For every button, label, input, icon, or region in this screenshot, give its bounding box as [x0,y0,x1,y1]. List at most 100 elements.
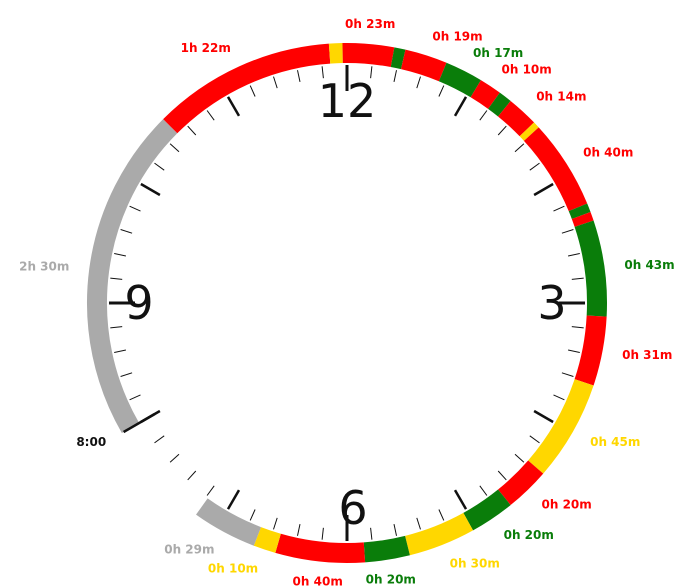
minute-tick [114,349,127,353]
minute-tick [129,394,141,401]
segment-label-23: 0h 29m [164,543,214,557]
minute-tick [529,162,540,171]
segment-red-7 [470,80,500,109]
start-time-marker [122,412,156,434]
segment-red-5 [400,49,447,82]
minute-tick [567,253,580,257]
segment-label-20: 0h 20m [366,573,416,586]
segment-label-6: 0h 17m [473,46,523,60]
segment-green-20 [363,535,410,563]
minute-tick [154,435,165,444]
minute-tick [370,66,373,79]
minute-tick [297,70,301,83]
minute-tick [110,326,123,329]
hour-number-6: 6 [338,481,367,535]
segment-label-21: 0h 40m [293,575,343,586]
ticks-layer [109,65,585,541]
minute-tick [120,372,133,377]
hour-tick [533,409,554,424]
segment-yellow-16 [528,379,594,474]
segment-yellow-10 [519,122,539,141]
minute-tick [571,277,584,280]
segment-green-18 [463,489,511,531]
segment-green-12 [568,203,591,219]
segment-red-1 [163,43,331,134]
minute-tick [497,125,507,136]
minute-tick [393,70,397,83]
minute-tick [416,76,421,89]
minute-tick [529,435,540,444]
minute-tick [321,527,324,540]
minute-tick [187,125,197,136]
segment-label-1: 1h 22m [181,41,231,55]
minute-tick [514,143,525,153]
segment-label-14: 0h 43m [624,258,674,272]
segment-yellow-2 [328,43,343,64]
hour-number-3: 3 [537,276,566,330]
minute-tick [416,517,421,530]
minute-tick [273,517,278,530]
segment-yellow-19 [404,512,474,556]
minute-tick [561,229,574,234]
minute-tick [571,326,584,329]
segment-green-8 [488,92,511,117]
minute-tick [110,277,123,280]
segment-red-13 [571,211,594,227]
minute-tick [514,453,525,463]
segment-label-18: 0h 20m [504,528,554,542]
hour-tick [533,182,554,197]
minute-tick [169,453,180,463]
segment-red-9 [497,100,535,137]
minute-tick [206,110,215,121]
segment-label-15: 0h 31m [622,348,672,362]
minute-tick [497,470,507,481]
minute-tick [438,85,445,97]
hour-tick [226,489,241,510]
minute-tick [479,110,488,121]
segment-label-0: 2h 30m [19,260,69,274]
segment-label-22: 0h 10m [208,562,258,576]
hour-tick [140,182,161,197]
minute-tick [297,523,301,536]
minute-tick [169,143,180,153]
segment-red-15 [574,315,607,386]
segment-label-9: 0h 14m [536,90,586,104]
hour-number-9: 9 [124,276,153,330]
segment-label-11: 0h 40m [583,146,633,160]
segment-gray-23 [196,498,262,546]
segment-yellow-22 [253,527,281,553]
segment-label-3: 0h 23m [345,17,395,31]
segment-green-4 [390,47,406,70]
minute-tick [438,509,445,521]
hour-number-12: 12 [318,74,377,128]
minute-tick [206,485,215,496]
minute-tick [249,85,256,97]
segment-red-11 [523,127,588,212]
segment-label-5: 0h 19m [432,29,482,43]
minute-tick [567,349,580,353]
minute-tick [479,485,488,496]
minute-tick [129,205,141,212]
labels-layer: 2h 30m 1h 22m 0h 23m 0h 19m 0h 17m 0h 10m 0h 1… [19,17,675,586]
segment-green-14 [574,220,607,317]
segment-label-16: 0h 45m [590,435,640,449]
minute-tick [370,527,373,540]
segment-red-17 [497,460,544,506]
minute-tick [273,76,278,89]
segment-green-6 [438,62,481,98]
segment-label-7: 0h 10m [502,63,552,77]
hour-tick [226,96,241,117]
segment-red-21 [275,533,366,563]
segments-layer [86,43,607,563]
hour-tick [453,96,468,117]
segment-label-19: 0h 30m [450,557,500,571]
minute-tick [187,470,197,481]
minute-tick [553,205,565,212]
hour-numbers: 12 3 6 9 [124,74,566,535]
minute-tick [154,162,165,171]
minute-tick [321,66,324,79]
start-time-label: 8:00 [76,435,106,449]
minute-tick [553,394,565,401]
segment-red-3 [342,43,395,68]
